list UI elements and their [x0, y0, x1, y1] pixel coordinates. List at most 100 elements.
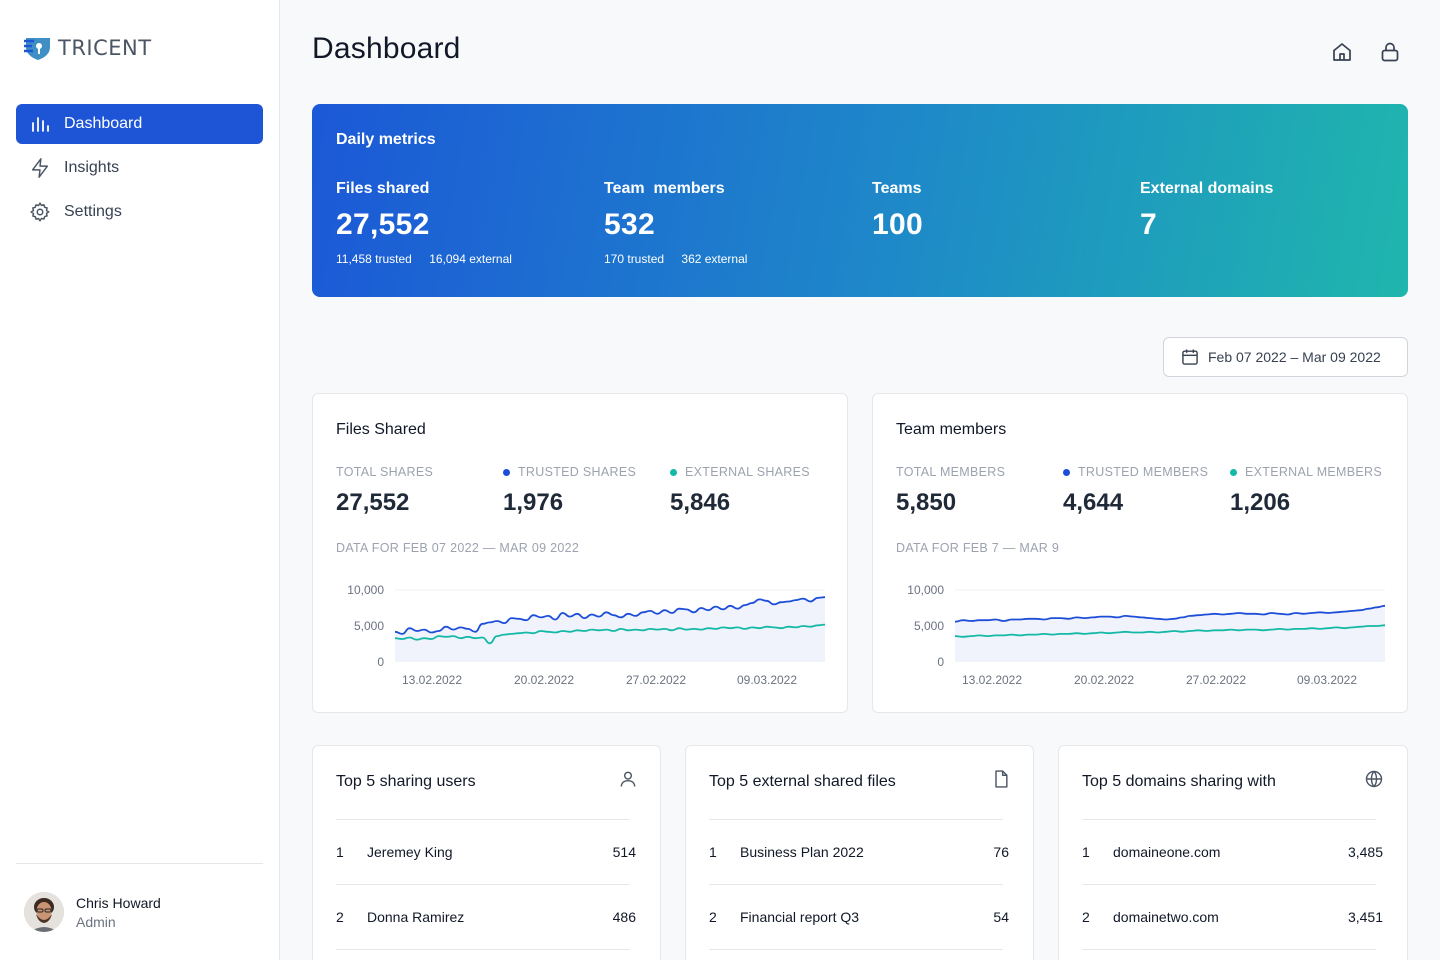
gear-icon: [28, 200, 52, 224]
list-name: Business Plan 2022: [740, 844, 864, 860]
card-title: Team members: [896, 421, 1007, 438]
list-name: Jeremey King: [367, 844, 453, 860]
metric-label: External domains: [1140, 180, 1274, 197]
sidebar: TRICENT Dashboard Insights: [0, 0, 280, 960]
stat-trusted-members: TRUSTED MEMBERS 4,644: [1063, 465, 1208, 517]
list-count: 486: [612, 909, 636, 925]
list-item[interactable]: 1 Jeremey King 514: [336, 842, 636, 862]
user-name: Chris Howard: [76, 894, 161, 911]
x-tick-label: 13.02.2022: [962, 673, 1022, 687]
list-item[interactable]: 2 Financial report Q3 54: [709, 907, 1009, 927]
stat-label: TOTAL MEMBERS: [896, 465, 1006, 479]
metric-breakdown: 11,458 trusted 16,094 external: [336, 252, 526, 266]
series-line-trusted: [394, 596, 826, 635]
stat-trusted-shares: TRUSTED SHARES 1,976: [503, 465, 636, 517]
stat-label-row: TRUSTED SHARES: [503, 465, 636, 479]
top-domains-card: Top 5 domains sharing with 1 domaineone.…: [1058, 745, 1408, 960]
metric-teams: Teams 100: [872, 180, 923, 242]
metric-value: 100: [872, 208, 923, 241]
file-icon[interactable]: [991, 769, 1011, 789]
list-rank: 2: [709, 909, 717, 925]
y-tick-label: 10,000: [347, 583, 384, 597]
list-item[interactable]: 1 Business Plan 2022 76: [709, 842, 1009, 862]
x-tick-label: 13.02.2022: [402, 673, 462, 687]
stat-label: TRUSTED MEMBERS: [1078, 465, 1209, 479]
list-count: 76: [993, 844, 1009, 860]
sidebar-item-label: Dashboard: [64, 115, 143, 132]
metric-files-shared: Files shared 27,552 11,458 trusted 16,09…: [336, 180, 526, 266]
divider: [336, 949, 630, 950]
stat-value: 27,552: [336, 489, 410, 516]
sidebar-item-settings[interactable]: Settings: [16, 192, 263, 232]
team-members-chart: 10,000 5,000 0 13.02.2022 20.02.2022 27.02.20…: [907, 583, 1386, 687]
stat-external-members: EXTERNAL MEMBERS 1,206: [1230, 465, 1382, 517]
divider: [709, 819, 1003, 820]
user-profile[interactable]: Chris Howard Admin: [16, 863, 263, 960]
home-icon[interactable]: [1330, 40, 1354, 64]
card-title: Top 5 sharing users: [336, 773, 476, 790]
user-role: Admin: [76, 913, 116, 930]
stat-external-shares: EXTERNAL SHARES 5,846: [670, 465, 810, 517]
series-line-trusted: [954, 604, 1386, 623]
files-shared-chart: 10,000 5,000 0 13.02.2022 20.02.2022 27.02.20…: [347, 583, 826, 687]
legend-dot-trusted: [503, 468, 510, 476]
card-title: Top 5 external shared files: [709, 773, 896, 790]
x-tick-label: 09.03.2022: [1297, 673, 1357, 687]
list-rank: 1: [1082, 844, 1090, 860]
list-item[interactable]: 2 Donna Ramirez 486: [336, 907, 636, 927]
stat-label-row: EXTERNAL MEMBERS: [1230, 465, 1382, 479]
x-tick-label: 09.03.2022: [737, 673, 797, 687]
top-external-files-card: Top 5 external shared files 1 Business P…: [685, 745, 1034, 960]
list-count: 3,485: [1347, 844, 1383, 860]
stat-label: TOTAL SHARES: [336, 465, 434, 479]
sidebar-item-dashboard[interactable]: Dashboard: [16, 104, 263, 144]
list-item[interactable]: 1 domaineone.com 3,485: [1082, 842, 1383, 862]
legend-dot-external: [670, 468, 677, 476]
list-rank: 2: [336, 909, 344, 925]
stat-label: TRUSTED SHARES: [518, 465, 637, 479]
y-tick-label: 0: [377, 655, 384, 669]
list-name: Financial report Q3: [740, 909, 860, 925]
stat-value: 1,206: [1230, 489, 1291, 516]
list-rank: 2: [1082, 909, 1090, 925]
metric-team-members: Team members 532 170 trusted 362 externa…: [604, 180, 761, 266]
list-name: Donna Ramirez: [367, 909, 465, 925]
stat-value: 5,850: [896, 489, 957, 516]
area-fill: [955, 605, 1385, 662]
stat-label: EXTERNAL MEMBERS: [1245, 465, 1383, 479]
metric-value: 532: [604, 208, 655, 241]
divider: [1082, 884, 1376, 885]
sidebar-nav: Dashboard Insights Settings: [16, 104, 263, 236]
lock-icon[interactable]: [1378, 40, 1402, 64]
sidebar-item-insights[interactable]: Insights: [16, 148, 263, 188]
shield-logo-icon: [24, 38, 50, 60]
metric-label: Team members: [604, 180, 725, 197]
date-range-picker[interactable]: Feb 07 2022 – Mar 09 2022: [1163, 337, 1408, 377]
stat-value: 4,644: [1063, 489, 1124, 516]
metric-trusted: 11,458 trusted: [336, 252, 412, 266]
x-tick-label: 20.02.2022: [1074, 673, 1134, 687]
metric-label: Files shared: [336, 180, 430, 197]
divider: [1082, 819, 1376, 820]
brand-logo[interactable]: TRICENT: [24, 34, 152, 62]
sidebar-item-label: Insights: [64, 159, 120, 176]
x-tick-label: 27.02.2022: [626, 673, 686, 687]
metric-value: 27,552: [336, 208, 430, 241]
list-name: domainetwo.com: [1113, 909, 1219, 925]
stat-label: EXTERNAL SHARES: [685, 465, 810, 479]
legend-dot-external: [1230, 468, 1237, 476]
stat-total-shares: TOTAL SHARES 27,552: [336, 465, 433, 517]
metric-trusted: 170 trusted: [604, 252, 665, 266]
user-icon[interactable]: [618, 769, 638, 789]
data-range-caption: DATA FOR FEB 7 — MAR 9: [896, 541, 1060, 555]
divider: [709, 949, 1003, 950]
daily-metrics-title: Daily metrics: [336, 131, 436, 148]
x-tick-label: 20.02.2022: [514, 673, 574, 687]
globe-icon[interactable]: [1364, 769, 1384, 789]
lightning-icon: [28, 156, 52, 180]
metric-label: Teams: [872, 180, 922, 197]
list-rank: 1: [709, 844, 717, 860]
list-item[interactable]: 2 domainetwo.com 3,451: [1082, 907, 1383, 927]
card-title: Top 5 domains sharing with: [1082, 773, 1276, 790]
list-count: 54: [993, 909, 1009, 925]
